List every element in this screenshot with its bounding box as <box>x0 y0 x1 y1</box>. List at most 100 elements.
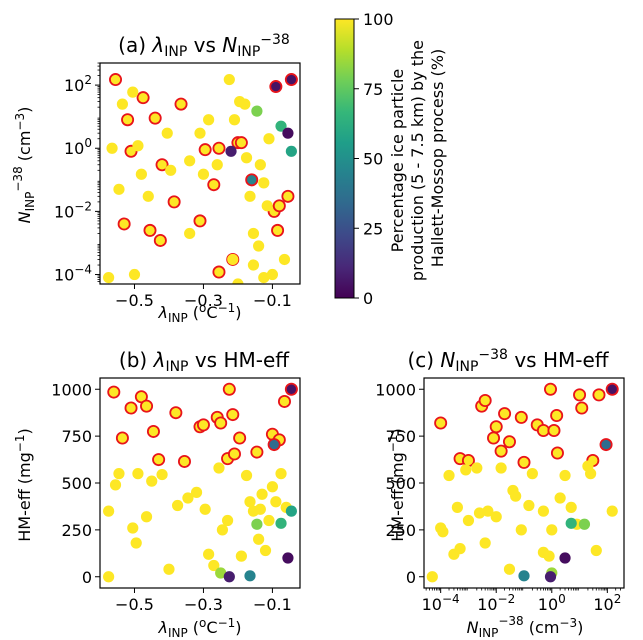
scatter-point <box>109 479 122 491</box>
scatter-point <box>606 505 618 517</box>
scatter-point <box>244 570 256 582</box>
scatter-point <box>107 385 121 399</box>
panel-a-xlabel: λINP (oC−1) <box>157 301 241 325</box>
panel-b-title: (b) λINP vs HM-eff <box>119 348 290 375</box>
y-tick-label: 1000 <box>375 380 416 399</box>
scatter-point <box>473 507 486 519</box>
scatter-point <box>203 548 215 560</box>
scatter-point <box>136 91 150 105</box>
scatter-point <box>140 511 153 523</box>
panel-a-ylabel: NINP−38 (cm−3) <box>11 107 37 224</box>
scatter-point <box>434 416 448 430</box>
y-tick-label: 250 <box>61 521 92 540</box>
scatter-point <box>495 462 507 474</box>
scatter-point <box>278 253 291 266</box>
scatter-point <box>216 524 229 536</box>
scatter-point <box>190 486 203 498</box>
y-tick-label: 10−2 <box>54 199 92 221</box>
scatter-point <box>490 511 502 523</box>
points-c <box>426 382 619 583</box>
scatter-point <box>514 410 528 424</box>
scatter-point <box>517 455 531 469</box>
scatter-point <box>284 382 298 396</box>
scatter-point <box>103 571 115 583</box>
scatter-point <box>153 233 167 247</box>
colorbar-label: Percentage ice particle production (5 - … <box>388 35 447 281</box>
scatter-point <box>106 142 118 154</box>
scatter-point <box>487 431 501 445</box>
panel-c-xlabel: NINP−38 (cm−3) <box>467 614 584 640</box>
scatter-point <box>550 446 564 460</box>
scatter-point <box>277 394 291 408</box>
scatter-point <box>140 399 154 413</box>
panel-c: (c) NINP−38 vs HM-eff HM-eff (mg−1) NINP… <box>375 347 625 640</box>
scatter-point <box>198 143 212 157</box>
scatter-point <box>489 420 503 434</box>
y-tick-label: 1000 <box>51 380 92 399</box>
scatter-point <box>225 145 237 157</box>
panel-c-axes: 10−4 10−2 100 102 0 250 500 750 1000 <box>375 377 625 614</box>
scatter-point <box>148 111 162 125</box>
scatter-point <box>526 468 538 480</box>
scatter-point <box>258 177 270 189</box>
scatter-point <box>546 524 558 536</box>
panel-b: (b) λINP vs HM-eff HM-eff (mg−1) λINP (o… <box>13 348 301 640</box>
scatter-point <box>263 514 275 527</box>
scatter-point <box>117 217 131 231</box>
x-tick-label: −0.5 <box>115 291 154 310</box>
scatter-point <box>272 199 286 213</box>
scatter-point <box>132 468 144 480</box>
scatter-point <box>285 145 297 157</box>
x-tick-label: −0.3 <box>184 291 223 310</box>
scatter-point <box>592 388 606 402</box>
scatter-point <box>605 382 619 396</box>
scatter-point <box>275 517 287 529</box>
scatter-point <box>203 114 215 126</box>
scatter-point <box>251 518 263 530</box>
scatter-point <box>471 462 483 474</box>
scatter-point <box>130 537 142 549</box>
x-tick-label: 100 <box>538 592 566 614</box>
scatter-point <box>146 424 160 438</box>
scatter-point <box>263 133 275 145</box>
scatter-point <box>215 567 227 579</box>
scatter-point <box>282 552 294 564</box>
scatter-point <box>232 278 244 284</box>
colorbar-label-line-2: production (5 - 7.5 km) by the <box>408 40 427 281</box>
scatter-point <box>214 416 228 430</box>
scatter-point <box>282 127 294 139</box>
scatter-point <box>510 490 522 502</box>
scatter-point <box>270 496 282 508</box>
scatter-point <box>575 401 589 415</box>
scatter-point <box>547 423 561 437</box>
colorbar-tick-label: 0 <box>363 289 373 308</box>
scatter-point <box>266 268 279 281</box>
scatter-point <box>247 227 260 240</box>
colorbar-ticks: 0 25 50 75 100 <box>354 10 394 308</box>
scatter-point <box>221 514 234 527</box>
scatter-point <box>240 152 253 164</box>
x-tick-label: 102 <box>593 592 621 614</box>
scatter-point <box>515 524 527 536</box>
scatter-point <box>213 462 225 474</box>
scatter-point <box>518 570 530 582</box>
scatter-point <box>234 136 248 150</box>
scatter-point <box>269 80 283 94</box>
colorbar-gradient <box>334 18 355 299</box>
panel-a: (a) λINP vs NINP−38 NINP−38 (cm−3) λINP … <box>11 32 301 325</box>
scatter-point <box>212 141 226 155</box>
scatter-point <box>182 492 194 504</box>
scatter-point <box>585 468 597 480</box>
scatter-point <box>115 431 129 445</box>
scatter-point <box>177 454 191 468</box>
scatter-point <box>208 559 220 572</box>
scatter-point <box>454 543 466 555</box>
scatter-point <box>222 382 236 396</box>
scatter-point <box>266 481 279 493</box>
scatter-point <box>199 503 211 515</box>
scatter-point <box>132 140 144 152</box>
scatter-point <box>578 518 591 530</box>
scatter-point <box>212 265 226 279</box>
scatter-point <box>275 120 287 132</box>
y-tick-label: 102 <box>64 73 92 95</box>
